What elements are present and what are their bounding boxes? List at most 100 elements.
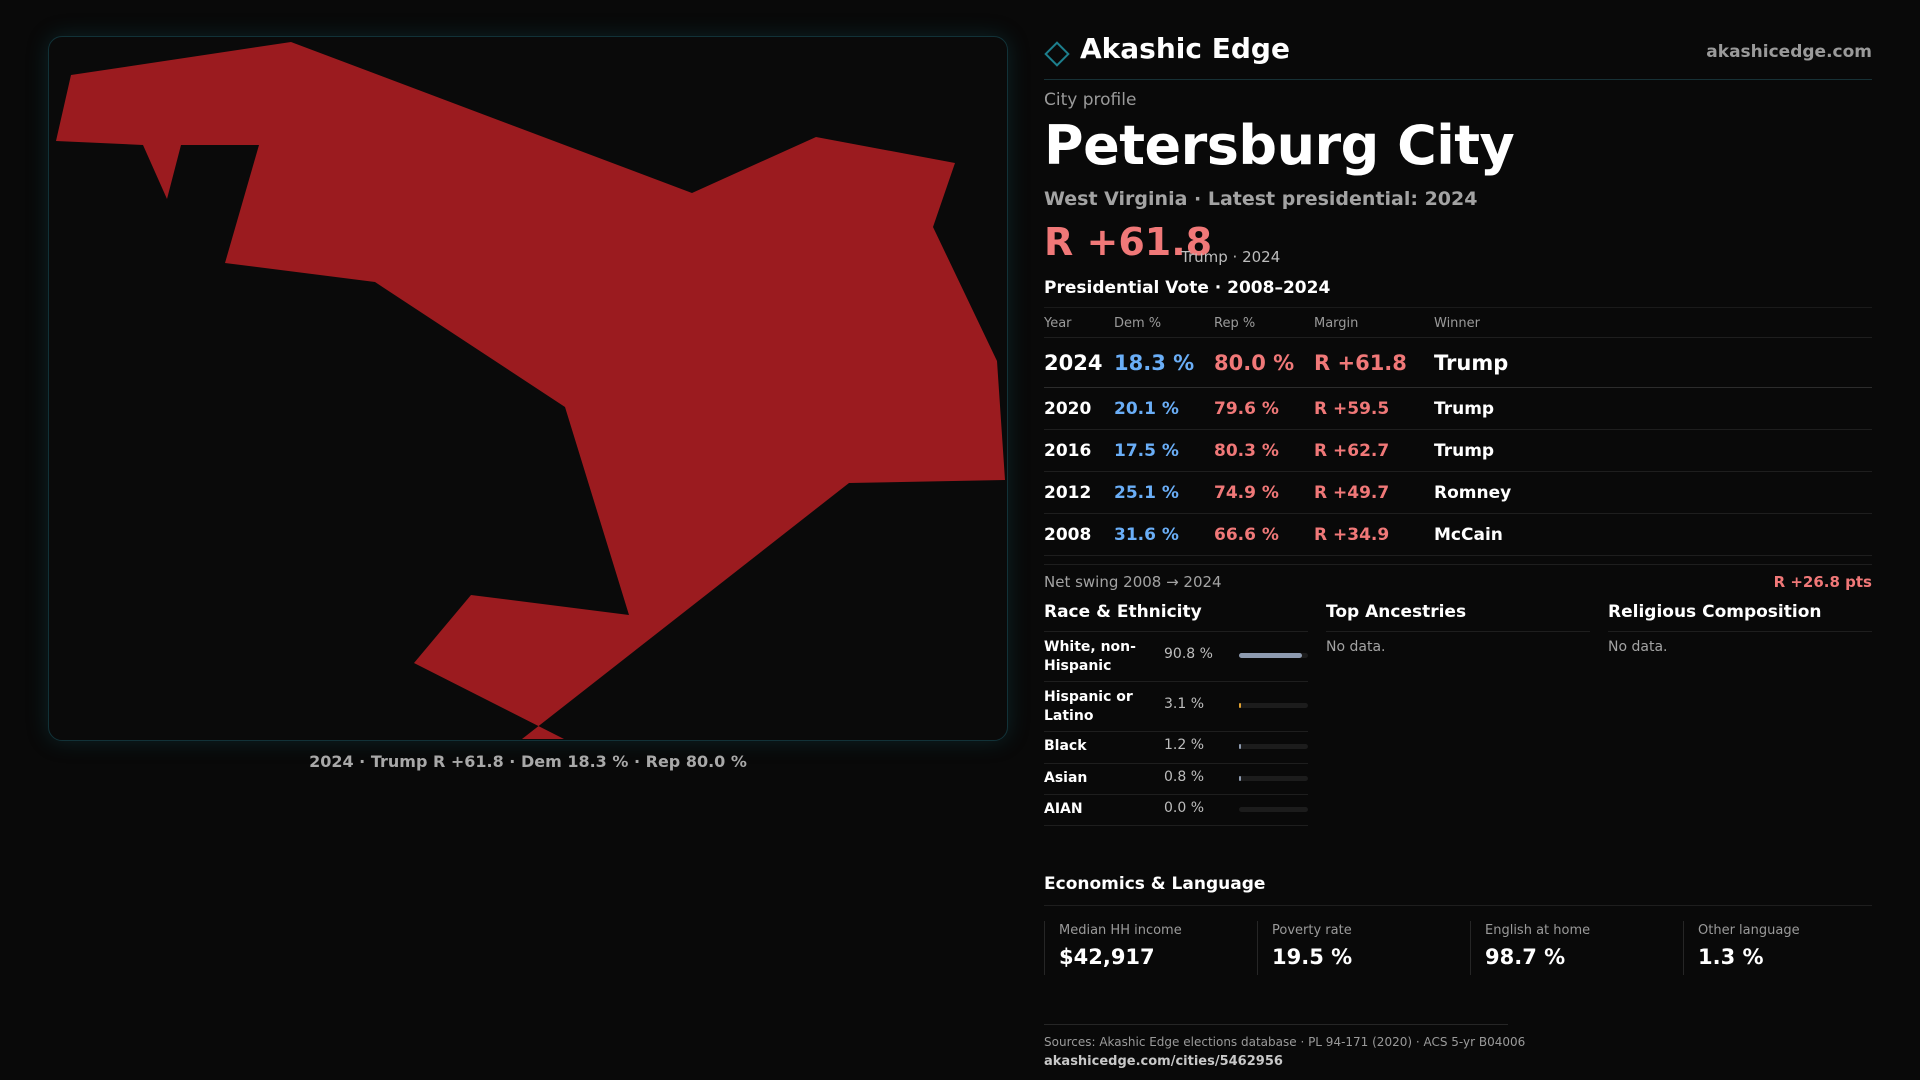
row-rep-pct: 66.6 % — [1214, 525, 1279, 545]
race-value: 3.1 % — [1164, 696, 1205, 712]
race-bar-fill — [1239, 703, 1242, 708]
row-rep-pct: 80.3 % — [1214, 441, 1279, 461]
religion-no-data: No data. — [1608, 639, 1668, 655]
race-label: Asian — [1044, 770, 1088, 786]
sources-footer: Sources: Akashic Edge elections database… — [1044, 1024, 1526, 1069]
map-panel[interactable] — [48, 36, 1008, 741]
econ-label: Other language — [1698, 923, 1800, 938]
table-row: 2020 20.1 % 79.6 % R +59.5 Trump — [1044, 388, 1872, 430]
econ-label: Median HH income — [1059, 923, 1182, 938]
race-row: Black 1.2 % — [1044, 732, 1308, 764]
row-dem-pct: 17.5 % — [1114, 441, 1179, 461]
row-margin: R +61.8 — [1314, 351, 1407, 375]
net-swing-value: R +26.8 pts — [1773, 573, 1872, 591]
econ-cell-english-at-home: English at home 98.7 % — [1470, 921, 1668, 975]
econ-label: Poverty rate — [1272, 923, 1352, 938]
brand-name[interactable]: Akashic Edge — [1080, 32, 1290, 65]
table-row: 2008 31.6 % 66.6 % R +34.9 McCain — [1044, 514, 1872, 556]
race-bar-track — [1239, 807, 1308, 812]
row-year: 2020 — [1044, 399, 1092, 419]
page-title: Petersburg City — [1044, 114, 1515, 177]
row-dem-pct: 31.6 % — [1114, 525, 1179, 545]
column-header-dem: Dem % — [1114, 316, 1162, 331]
row-margin: R +34.9 — [1314, 525, 1390, 545]
column-header-rep: Rep % — [1214, 316, 1256, 331]
vote-table-heading: Presidential Vote · 2008–2024 — [1044, 278, 1331, 298]
info-panel: Akashic Edge akashicedge.com City profil… — [1044, 30, 1872, 1069]
race-label: AIAN — [1044, 801, 1083, 817]
race-label: Black — [1044, 738, 1087, 754]
econ-value: 1.3 % — [1698, 945, 1764, 969]
race-bar-fill — [1239, 744, 1241, 749]
page-subtitle: West Virginia · Latest presidential: 202… — [1044, 188, 1478, 210]
race-ethnicity-title: Race & Ethnicity — [1044, 602, 1308, 632]
vote-table-header: Year Dem % Rep % Margin Winner — [1044, 307, 1872, 338]
race-row: Asian 0.8 % — [1044, 764, 1308, 795]
column-header-margin: Margin — [1314, 316, 1359, 331]
econ-value: 98.7 % — [1485, 945, 1566, 969]
race-row: White, non-Hispanic 90.8 % — [1044, 632, 1308, 682]
row-winner: Romney — [1434, 483, 1512, 503]
row-winner: Trump — [1434, 351, 1509, 375]
row-dem-pct: 25.1 % — [1114, 483, 1179, 503]
column-header-winner: Winner — [1434, 316, 1481, 331]
row-margin: R +49.7 — [1314, 483, 1390, 503]
econ-value: $42,917 — [1059, 945, 1155, 969]
race-bar-track — [1239, 653, 1308, 658]
race-bar-track — [1239, 703, 1308, 708]
row-dem-pct: 20.1 % — [1114, 399, 1179, 419]
race-label: Hispanic or Latino — [1044, 689, 1133, 724]
race-value: 1.2 % — [1164, 737, 1205, 753]
vote-table: Year Dem % Rep % Margin Winner 2024 18.3… — [1044, 307, 1872, 556]
econ-cell-other-language: Other language 1.3 % — [1683, 921, 1881, 975]
header: Akashic Edge akashicedge.com — [1044, 30, 1872, 80]
econ-cell-median-income: Median HH income $42,917 — [1044, 921, 1242, 975]
row-year: 2016 — [1044, 441, 1092, 461]
row-winner: McCain — [1434, 525, 1503, 545]
race-bar-track — [1239, 744, 1308, 749]
map-caption: 2024 · Trump R +61.8 · Dem 18.3 % · Rep … — [309, 752, 747, 771]
latest-margin: R +61.8 — [1044, 220, 1213, 264]
row-dem-pct: 18.3 % — [1114, 351, 1195, 375]
race-row: Hispanic or Latino 3.1 % — [1044, 682, 1308, 732]
econ-label: English at home — [1485, 923, 1591, 938]
city-boundary-shape[interactable] — [56, 42, 1005, 739]
column-header-year: Year — [1044, 316, 1072, 331]
row-year: 2012 — [1044, 483, 1092, 503]
row-margin: R +59.5 — [1314, 399, 1390, 419]
race-bar-fill — [1239, 653, 1302, 658]
race-value: 90.8 % — [1164, 646, 1213, 662]
row-rep-pct: 80.0 % — [1214, 351, 1295, 375]
page-url-link[interactable]: akashicedge.com/cities/5462956 — [1044, 1054, 1283, 1069]
race-value: 0.8 % — [1164, 769, 1205, 785]
economics-title: Economics & Language — [1044, 874, 1872, 906]
row-margin: R +62.7 — [1314, 441, 1390, 461]
race-bar-track — [1239, 776, 1308, 781]
table-row: 2012 25.1 % 74.9 % R +49.7 Romney — [1044, 472, 1872, 514]
site-link[interactable]: akashicedge.com — [1706, 42, 1872, 62]
econ-value: 19.5 % — [1272, 945, 1353, 969]
row-rep-pct: 74.9 % — [1214, 483, 1279, 503]
row-winner: Trump — [1434, 399, 1495, 419]
race-value: 0.0 % — [1164, 800, 1205, 816]
net-swing: Net swing 2008 → 2024 R +26.8 pts — [1044, 564, 1872, 591]
table-row: 2016 17.5 % 80.3 % R +62.7 Trump — [1044, 430, 1872, 472]
latest-margin-note: Trump · 2024 — [1181, 248, 1281, 266]
row-winner: Trump — [1434, 441, 1495, 461]
row-rep-pct: 79.6 % — [1214, 399, 1279, 419]
page-kicker: City profile — [1044, 90, 1137, 110]
city-map[interactable] — [49, 37, 1008, 741]
row-year: 2024 — [1044, 351, 1103, 375]
race-label: White, non-Hispanic — [1044, 639, 1136, 674]
diamond-icon — [1044, 41, 1070, 67]
race-row: AIAN 0.0 % — [1044, 795, 1308, 826]
row-year: 2008 — [1044, 525, 1092, 545]
top-ancestries-title: Top Ancestries — [1326, 602, 1590, 632]
ancestries-no-data: No data. — [1326, 639, 1386, 655]
sources-text: Sources: Akashic Edge elections database… — [1044, 1035, 1526, 1049]
race-bar-fill — [1239, 776, 1241, 781]
econ-cell-poverty-rate: Poverty rate 19.5 % — [1257, 921, 1455, 975]
religious-composition-title: Religious Composition — [1608, 602, 1872, 632]
net-swing-label: Net swing 2008 → 2024 — [1044, 573, 1222, 591]
table-row: 2024 18.3 % 80.0 % R +61.8 Trump — [1044, 338, 1872, 388]
